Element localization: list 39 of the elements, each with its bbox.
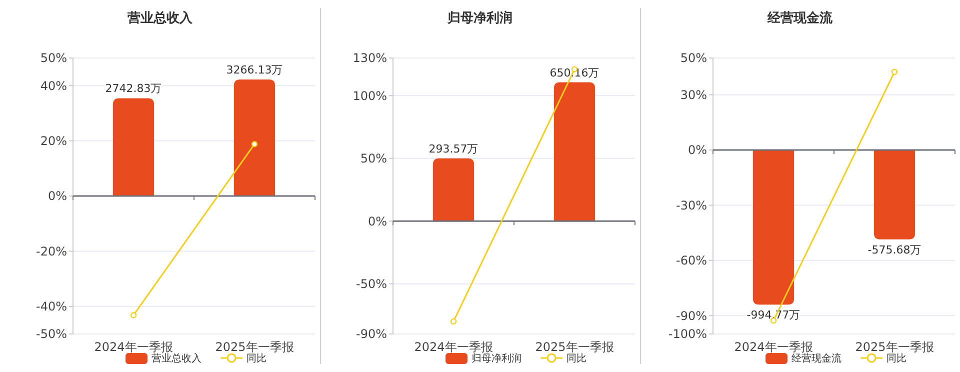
data-label: 2742.83万 — [105, 82, 162, 96]
y-tick-label: -50% — [356, 277, 387, 292]
chart-title: 归母净利润 — [446, 10, 512, 26]
y-tick-label: 100% — [352, 88, 387, 103]
y-tick-label: -100% — [668, 327, 707, 342]
y-tick-label: 30% — [680, 88, 707, 102]
data-label: -575.68万 — [868, 243, 922, 256]
y-tick-label: -90% — [356, 327, 387, 342]
data-label: 3266.13万 — [226, 64, 283, 77]
legend-label: 同比 — [886, 352, 906, 364]
y-tick-label: 50% — [360, 152, 387, 166]
y-tick-label: 130% — [352, 51, 387, 66]
legend-label: 同比 — [566, 352, 586, 364]
legend-label: 归母净利润 — [472, 352, 522, 364]
y-tick-label: -30% — [676, 198, 707, 212]
y-tick-label: 50% — [40, 51, 67, 66]
y-tick-label: 0% — [688, 143, 707, 158]
y-tick-label: -20% — [36, 244, 67, 258]
y-tick-label: -40% — [36, 300, 67, 314]
y-tick-label: 50% — [680, 51, 707, 66]
x-tick-label: 2025年一季报 — [215, 340, 294, 354]
legend-label: 同比 — [246, 352, 266, 364]
x-tick-label: 2024年一季报 — [94, 340, 173, 354]
y-tick-label: 0% — [48, 189, 67, 204]
data-label: 293.57万 — [428, 142, 478, 156]
x-tick-label: 2024年一季报 — [414, 340, 493, 354]
x-tick-label: 2025年一季报 — [535, 340, 614, 354]
legend-label: 经营现金流 — [792, 352, 842, 364]
y-tick-label: -90% — [676, 308, 707, 323]
x-tick-label: 2024年一季报 — [734, 340, 813, 354]
y-tick-label: -60% — [676, 254, 707, 268]
chart-title: 经营现金流 — [766, 10, 834, 26]
y-tick-label: 40% — [40, 78, 67, 93]
y-tick-label: 20% — [40, 134, 67, 148]
legend-label: 营业总收入 — [152, 352, 202, 364]
y-tick-label: -50% — [36, 327, 67, 342]
y-tick-label: 0% — [368, 214, 387, 228]
chart-title: 营业总收入 — [126, 10, 194, 26]
x-tick-label: 2025年一季报 — [855, 340, 934, 354]
